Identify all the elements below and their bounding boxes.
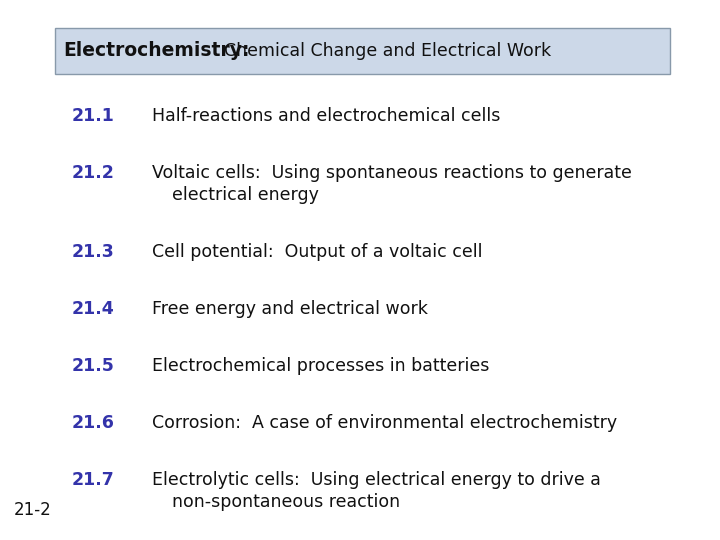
Text: 21.5: 21.5 <box>72 357 115 375</box>
Text: non-spontaneous reaction: non-spontaneous reaction <box>172 493 400 511</box>
Text: Free energy and electrical work: Free energy and electrical work <box>152 300 428 318</box>
Text: 21.3: 21.3 <box>72 243 114 261</box>
Text: Voltaic cells:  Using spontaneous reactions to generate: Voltaic cells: Using spontaneous reactio… <box>152 164 632 182</box>
Text: 21.1: 21.1 <box>72 107 115 125</box>
Text: 21.2: 21.2 <box>72 164 115 182</box>
Text: 21.6: 21.6 <box>72 414 115 432</box>
Text: Electrolytic cells:  Using electrical energy to drive a: Electrolytic cells: Using electrical ene… <box>152 471 601 489</box>
Text: 21.4: 21.4 <box>72 300 114 318</box>
Text: Chemical Change and Electrical Work: Chemical Change and Electrical Work <box>213 42 551 60</box>
Text: Half-reactions and electrochemical cells: Half-reactions and electrochemical cells <box>152 107 500 125</box>
Text: Electrochemical processes in batteries: Electrochemical processes in batteries <box>152 357 490 375</box>
FancyBboxPatch shape <box>55 28 670 74</box>
Text: Electrochemistry:: Electrochemistry: <box>63 42 250 60</box>
Text: Cell potential:  Output of a voltaic cell: Cell potential: Output of a voltaic cell <box>152 243 482 261</box>
Text: 21.7: 21.7 <box>72 471 114 489</box>
Text: 21-2: 21-2 <box>14 501 52 519</box>
Text: Corrosion:  A case of environmental electrochemistry: Corrosion: A case of environmental elect… <box>152 414 617 432</box>
Text: electrical energy: electrical energy <box>172 186 319 204</box>
